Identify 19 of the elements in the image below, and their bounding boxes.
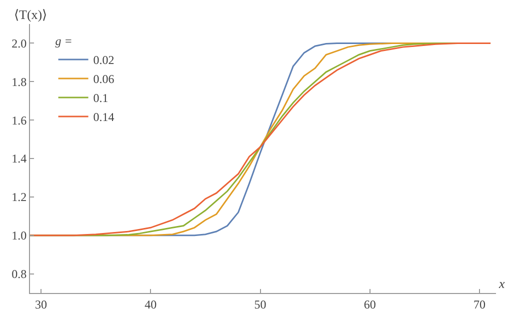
x-tick-label: 60 — [364, 297, 376, 312]
y-tick-label: 1.2 — [12, 190, 27, 204]
x-tick-label: 30 — [34, 297, 47, 312]
x-tick-label: 50 — [254, 297, 266, 312]
legend-label: 0.02 — [93, 53, 114, 68]
legend-label: 0.14 — [93, 110, 114, 124]
x-tick-label: 40 — [144, 297, 157, 312]
x-tick-label: 70 — [474, 297, 486, 312]
x-axis-title: x — [498, 276, 505, 291]
legend-label: 0.1 — [93, 91, 108, 106]
y-tick-label: 1.4 — [12, 152, 27, 166]
y-tick-label: 1.0 — [12, 228, 27, 243]
y-axis-title: ⟨T(x)⟩ — [14, 7, 48, 22]
y-tick-label: 2.0 — [12, 36, 27, 50]
legend-label: 0.06 — [93, 72, 114, 86]
legend-title: g = — [55, 34, 72, 48]
y-tick-label: 1.6 — [12, 113, 27, 128]
y-tick-label: 1.8 — [12, 74, 27, 89]
y-tick-label: 0.8 — [12, 266, 27, 281]
